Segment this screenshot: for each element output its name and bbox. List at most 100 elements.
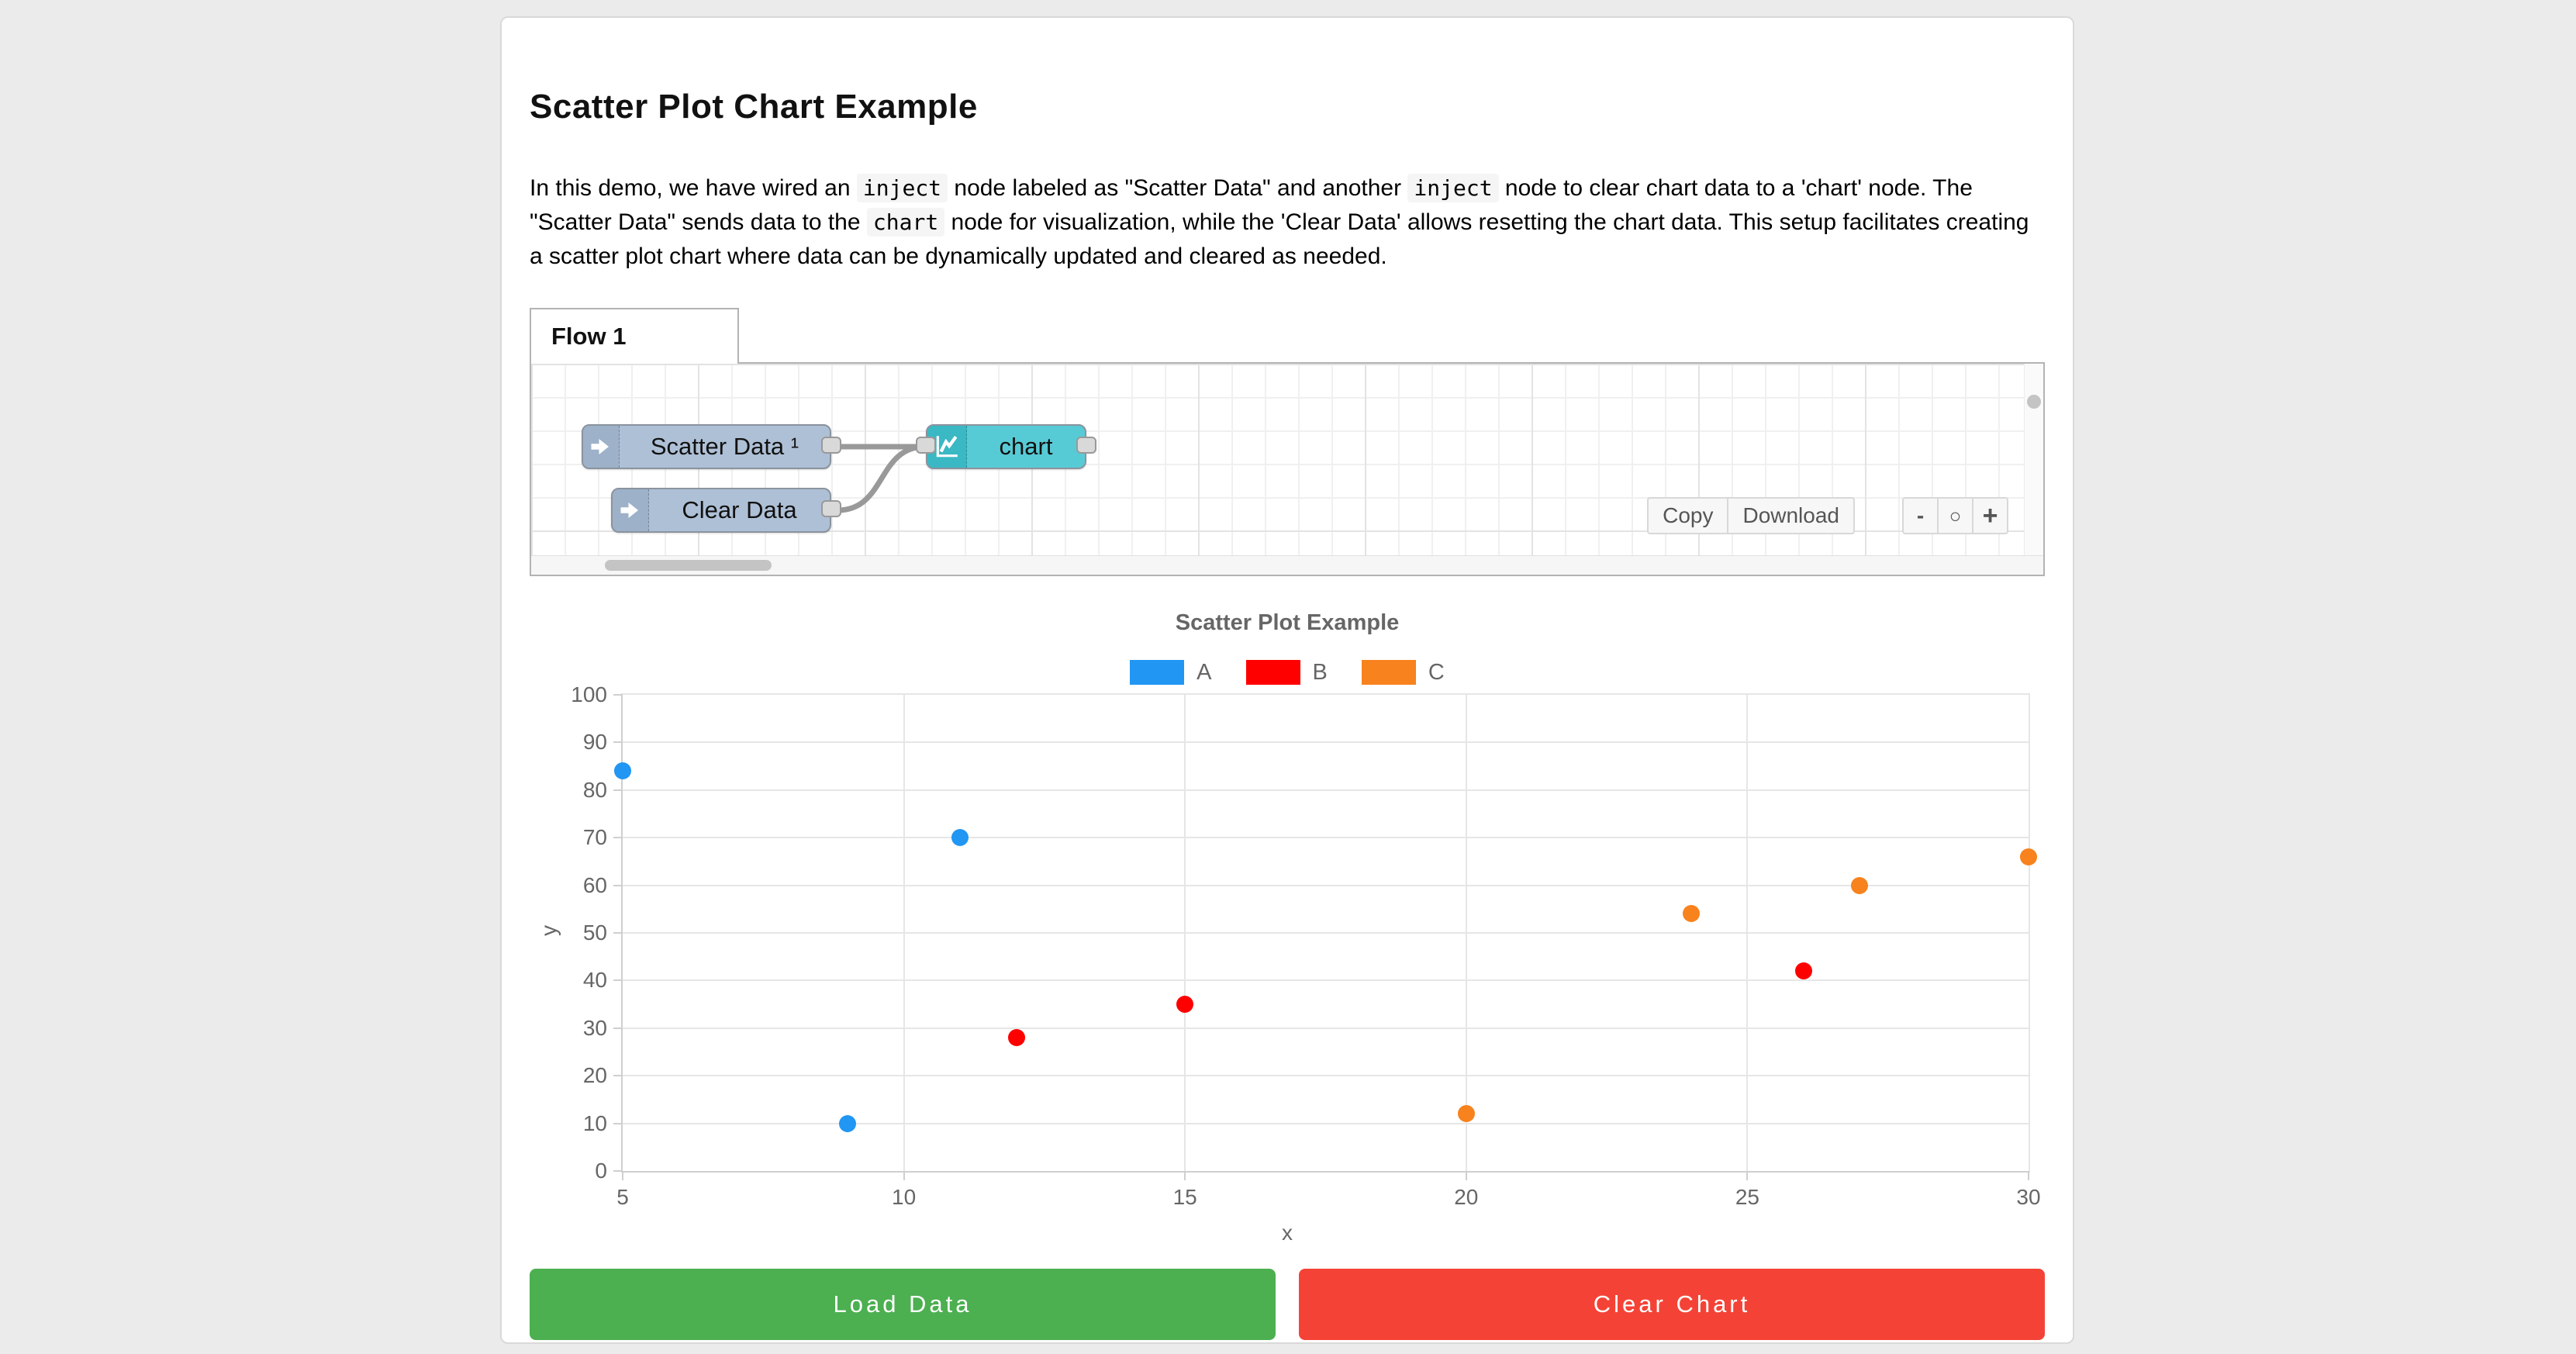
legend-label: B bbox=[1312, 659, 1328, 685]
grid-line bbox=[623, 789, 2029, 791]
inline-code: chart bbox=[866, 208, 945, 237]
y-tick-label: 70 bbox=[582, 825, 607, 850]
x-tick-mark bbox=[1746, 1171, 1749, 1180]
x-tick-mark bbox=[622, 1171, 623, 1180]
node-clear-data[interactable]: Clear Data bbox=[611, 488, 841, 533]
plot-area: 0 10 20 30 40 50 60 70 80 90 100 5 10 15 20 25 30 bbox=[571, 682, 2040, 1209]
data-point-C[interactable] bbox=[2020, 848, 2037, 865]
legend-label: C bbox=[1428, 659, 1445, 685]
output-port[interactable] bbox=[1076, 437, 1096, 454]
chart-title: Scatter Plot Example bbox=[1175, 610, 1400, 635]
y-tick-mark bbox=[613, 932, 623, 934]
x-axis-label: x bbox=[1282, 1221, 1293, 1245]
y-tick-mark bbox=[613, 741, 623, 744]
flow-wires bbox=[834, 444, 928, 513]
x-tick-mark bbox=[903, 1171, 905, 1180]
x-tick-mark bbox=[2028, 1171, 2029, 1180]
grid-line bbox=[1746, 695, 1749, 1171]
y-tick-label: 10 bbox=[582, 1110, 607, 1135]
flow-tab-label: Flow 1 bbox=[551, 323, 627, 350]
action-buttons: Load Data Clear Chart bbox=[530, 1269, 2045, 1340]
description-text: node to clear chart data to a 'chart' no… bbox=[530, 175, 1973, 235]
node-chart[interactable]: chart bbox=[916, 424, 1096, 469]
inject-icon bbox=[583, 426, 620, 468]
y-axis-label: y bbox=[537, 925, 561, 936]
flow-canvas[interactable]: Scatter Data ¹ Clear Data chart bbox=[530, 362, 2045, 576]
description-text: In this demo, we have wired an bbox=[530, 175, 857, 201]
output-port[interactable] bbox=[821, 437, 841, 454]
flow-editor: Flow 1 Scatter Data ¹ Clear Data bbox=[530, 308, 2045, 576]
x-tick-label: 5 bbox=[616, 1185, 629, 1209]
zoom-reset-button[interactable]: ○ bbox=[1937, 497, 1973, 534]
y-tick-label: 0 bbox=[595, 1159, 607, 1183]
grid-line bbox=[903, 695, 905, 1171]
output-port[interactable] bbox=[821, 500, 841, 517]
inject-icon bbox=[613, 489, 649, 531]
load-data-button[interactable]: Load Data bbox=[530, 1269, 1276, 1340]
y-tick-label: 60 bbox=[582, 872, 607, 897]
node-scatter-data[interactable]: Scatter Data ¹ bbox=[582, 424, 841, 469]
legend-swatch bbox=[1245, 660, 1300, 685]
y-tick-label: 90 bbox=[582, 730, 607, 755]
horizontal-scrollbar-thumb[interactable] bbox=[605, 560, 772, 571]
x-tick-label: 15 bbox=[1172, 1185, 1197, 1209]
x-tick-label: 20 bbox=[1454, 1185, 1479, 1209]
y-tick-mark bbox=[613, 884, 623, 886]
y-tick-mark bbox=[613, 1122, 623, 1124]
data-point-A[interactable] bbox=[951, 829, 969, 847]
inline-code: inject bbox=[856, 174, 948, 202]
flow-zoom-toolbar: - ○ + bbox=[1902, 497, 2008, 534]
y-tick-mark bbox=[613, 694, 623, 696]
legend-item-A[interactable]: A bbox=[1130, 659, 1212, 686]
y-tick-label: 20 bbox=[582, 1063, 607, 1088]
zoom-out-button[interactable]: - bbox=[1902, 497, 1939, 534]
x-tick-mark bbox=[1184, 1171, 1186, 1180]
content-card: Scatter Plot Chart Example In this demo,… bbox=[500, 16, 2074, 1344]
page-title: Scatter Plot Chart Example bbox=[530, 88, 978, 126]
legend-item-B[interactable]: B bbox=[1245, 659, 1328, 686]
x-tick-label: 30 bbox=[2016, 1185, 2041, 1209]
x-tick-mark bbox=[1465, 1171, 1467, 1180]
y-tick-label: 50 bbox=[582, 921, 607, 945]
vertical-scrollbar[interactable] bbox=[2024, 364, 2043, 556]
y-tick-label: 40 bbox=[582, 968, 607, 993]
x-tick-label: 10 bbox=[892, 1185, 917, 1209]
data-point-A[interactable] bbox=[839, 1114, 857, 1132]
y-tick-label: 30 bbox=[582, 1015, 607, 1040]
grid-line bbox=[623, 1122, 2029, 1124]
grid-line bbox=[623, 741, 2029, 744]
chart-region: y 0 10 20 30 40 50 60 70 80 90 100 5 10 15 20 25 30 x bbox=[530, 682, 2045, 1247]
grid-line bbox=[623, 979, 2029, 982]
data-point-B[interactable] bbox=[1176, 996, 1194, 1014]
clear-chart-button[interactable]: Clear Chart bbox=[1299, 1269, 2045, 1340]
data-point-B[interactable] bbox=[1794, 962, 1812, 980]
data-point-C[interactable] bbox=[1682, 905, 1700, 923]
download-button[interactable]: Download bbox=[1727, 497, 1855, 534]
data-point-B[interactable] bbox=[1007, 1029, 1025, 1047]
zoom-in-button[interactable]: + bbox=[1972, 497, 2008, 534]
grid-line bbox=[1465, 695, 1467, 1171]
grid-line bbox=[623, 932, 2029, 934]
y-tick-mark bbox=[613, 789, 623, 791]
legend-swatch bbox=[1130, 660, 1185, 685]
copy-button[interactable]: Copy bbox=[1647, 497, 1729, 534]
data-point-A[interactable] bbox=[614, 762, 631, 780]
y-tick-mark bbox=[613, 979, 623, 982]
data-point-C[interactable] bbox=[1851, 876, 1869, 894]
node-label: Clear Data bbox=[682, 496, 797, 523]
data-point-C[interactable] bbox=[1457, 1105, 1475, 1123]
description-text: node for visualization, while the 'Clear… bbox=[530, 209, 2029, 269]
legend-swatch bbox=[1361, 660, 1416, 685]
node-label: Scatter Data ¹ bbox=[650, 433, 799, 460]
grid-line bbox=[623, 1027, 2029, 1029]
grid-line bbox=[623, 884, 2029, 886]
legend-item-C[interactable]: C bbox=[1361, 659, 1445, 686]
horizontal-scrollbar[interactable] bbox=[531, 555, 2043, 575]
legend-label: A bbox=[1196, 659, 1212, 685]
vertical-scrollbar-thumb[interactable] bbox=[2027, 395, 2041, 409]
x-tick-label: 25 bbox=[1735, 1185, 1759, 1209]
chart-legend: A B C bbox=[530, 659, 2045, 686]
flow-tab[interactable]: Flow 1 bbox=[530, 308, 739, 364]
input-port[interactable] bbox=[916, 437, 936, 454]
grid-line bbox=[1184, 695, 1186, 1171]
